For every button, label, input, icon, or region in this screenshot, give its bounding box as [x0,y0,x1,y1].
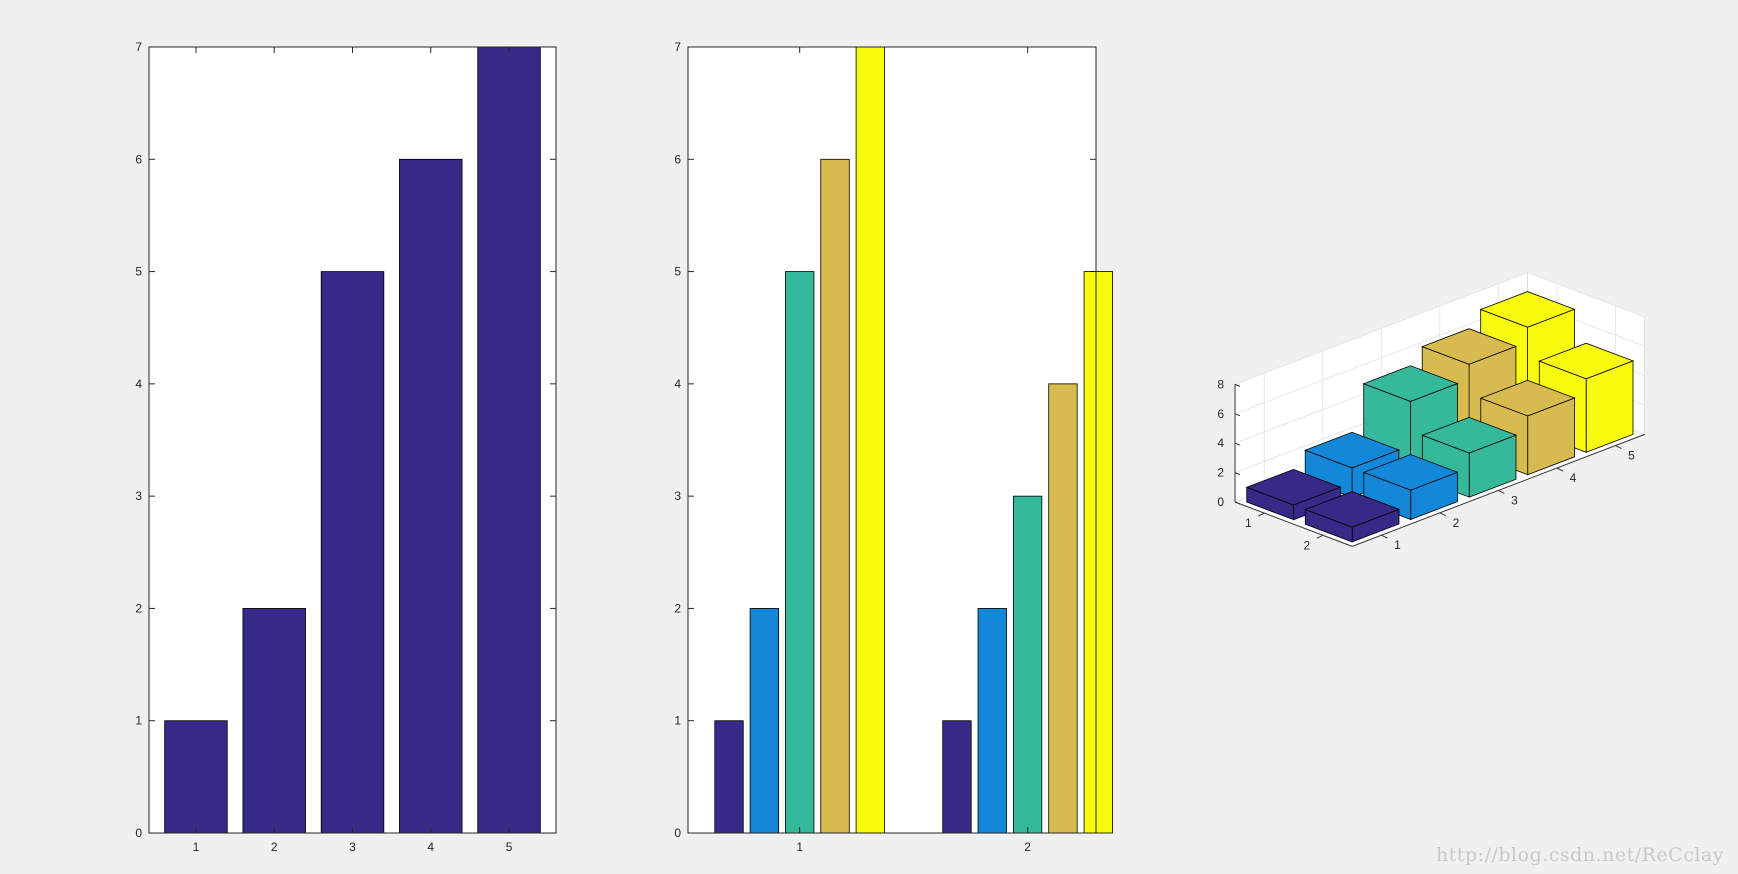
chart1-ytick-label: 4 [135,377,142,391]
chart2-bar [855,46,885,834]
chart3-coltick-label: 2 [1453,516,1460,530]
chart3-coltick [1439,512,1447,517]
chart3-coltick [1615,445,1622,450]
chart3-rowtick-label: 2 [1304,538,1311,552]
chart3-bar-top [1245,468,1342,506]
chart3-bar-top [1362,365,1459,402]
chart2-xtick-label: 1 [796,840,803,854]
chart3-bar-top [1304,431,1401,469]
chart2-bar [942,720,972,834]
chart3-ztick [1234,472,1241,476]
chart3-bar-top [1362,454,1459,491]
chart1-bar [399,158,463,834]
chart2-bar [1083,271,1113,834]
chart3-ztick [1234,413,1241,417]
chart1-xtick-label: 1 [193,840,200,854]
chart1-xtick-label: 2 [271,840,278,854]
chart1-ytick-label: 1 [135,714,142,728]
chart1-bar [164,720,228,834]
chart3-ztick-label: 4 [1217,436,1224,450]
chart3-ztick-label: 8 [1217,377,1224,391]
chart3-rowtick-label: 1 [1245,516,1252,530]
chart2-bar [820,158,850,834]
chart1-bar [242,608,306,834]
chart2-ytick-label: 3 [674,489,681,503]
chart1-ytick-label: 6 [135,152,142,166]
chart3-coltick-label: 3 [1511,493,1518,507]
chart2-bar [714,720,744,834]
chart2-bar [977,608,1007,834]
chart3-bar-top [1421,328,1518,365]
chart1-xtick-label: 4 [427,840,434,854]
chart3-ztick [1234,442,1241,446]
chart3-bar-top [1421,416,1518,454]
watermark: http://blog.csdn.net/ReCclay [1436,844,1724,866]
chart1-bar [320,271,385,834]
chart1-xtick-label: 3 [349,840,356,854]
chart1-ytick-label: 2 [135,601,142,615]
chart3-bar-top [1479,379,1576,417]
chart3-coltick-label: 5 [1628,449,1635,463]
chart1-ytick-label: 7 [135,40,142,54]
chart1-bar [477,46,541,834]
chart3-coltick-label: 4 [1570,471,1577,485]
chart3-rowtick [1316,534,1324,539]
chart3-bar-top [1304,491,1401,528]
chart2-axes-box [687,46,1097,834]
bar-chart-1: 0 1 2 3 4 5 6 7 1 2 3 4 5 [135,40,557,854]
chart3-coltick [1381,534,1388,539]
chart1-ytick-label: 3 [135,489,142,503]
chart3-rowtick [1258,512,1265,517]
chart3-bar-top [1538,342,1635,380]
chart2-ytick-label: 6 [674,152,681,166]
chart3-coltick [1556,467,1564,472]
bar3d-chart: 0 2 4 6 8 1 2 1 2 3 4 5 [1217,271,1646,552]
chart2-ytick-label: 1 [674,714,681,728]
chart3-zgrid [1234,271,1645,385]
chart3-ztick [1234,501,1241,505]
chart2-xtick-label: 2 [1024,840,1031,854]
chart3-ztick-label: 6 [1217,407,1224,421]
chart3-ztick [1234,383,1241,387]
chart1-axes-box [148,46,557,834]
chart3-bar-top [1479,291,1576,328]
chart1-xtick-label: 5 [506,840,513,854]
chart3-row-axis [1234,501,1353,547]
chart1-ytick-label: 0 [135,826,142,840]
chart2-bar [749,608,780,834]
chart2-ytick-label: 5 [674,265,681,279]
chart2-ytick-label: 2 [674,601,681,615]
chart2-ytick-label: 0 [674,826,681,840]
chart3-ztick-label: 2 [1217,466,1224,480]
chart2-bar [1012,495,1043,834]
chart1-ytick-label: 5 [135,265,142,279]
chart3-ztick-label: 0 [1217,495,1224,509]
chart2-bar [785,271,815,834]
chart2-bar [1048,383,1078,834]
grouped-bar-chart: 0 1 2 3 4 5 6 7 1 2 [674,40,1113,854]
chart3-coltick [1498,489,1505,494]
chart2-ytick-label: 4 [674,377,681,391]
chart3-coltick-label: 1 [1394,538,1401,552]
chart2-ytick-label: 7 [674,40,681,54]
